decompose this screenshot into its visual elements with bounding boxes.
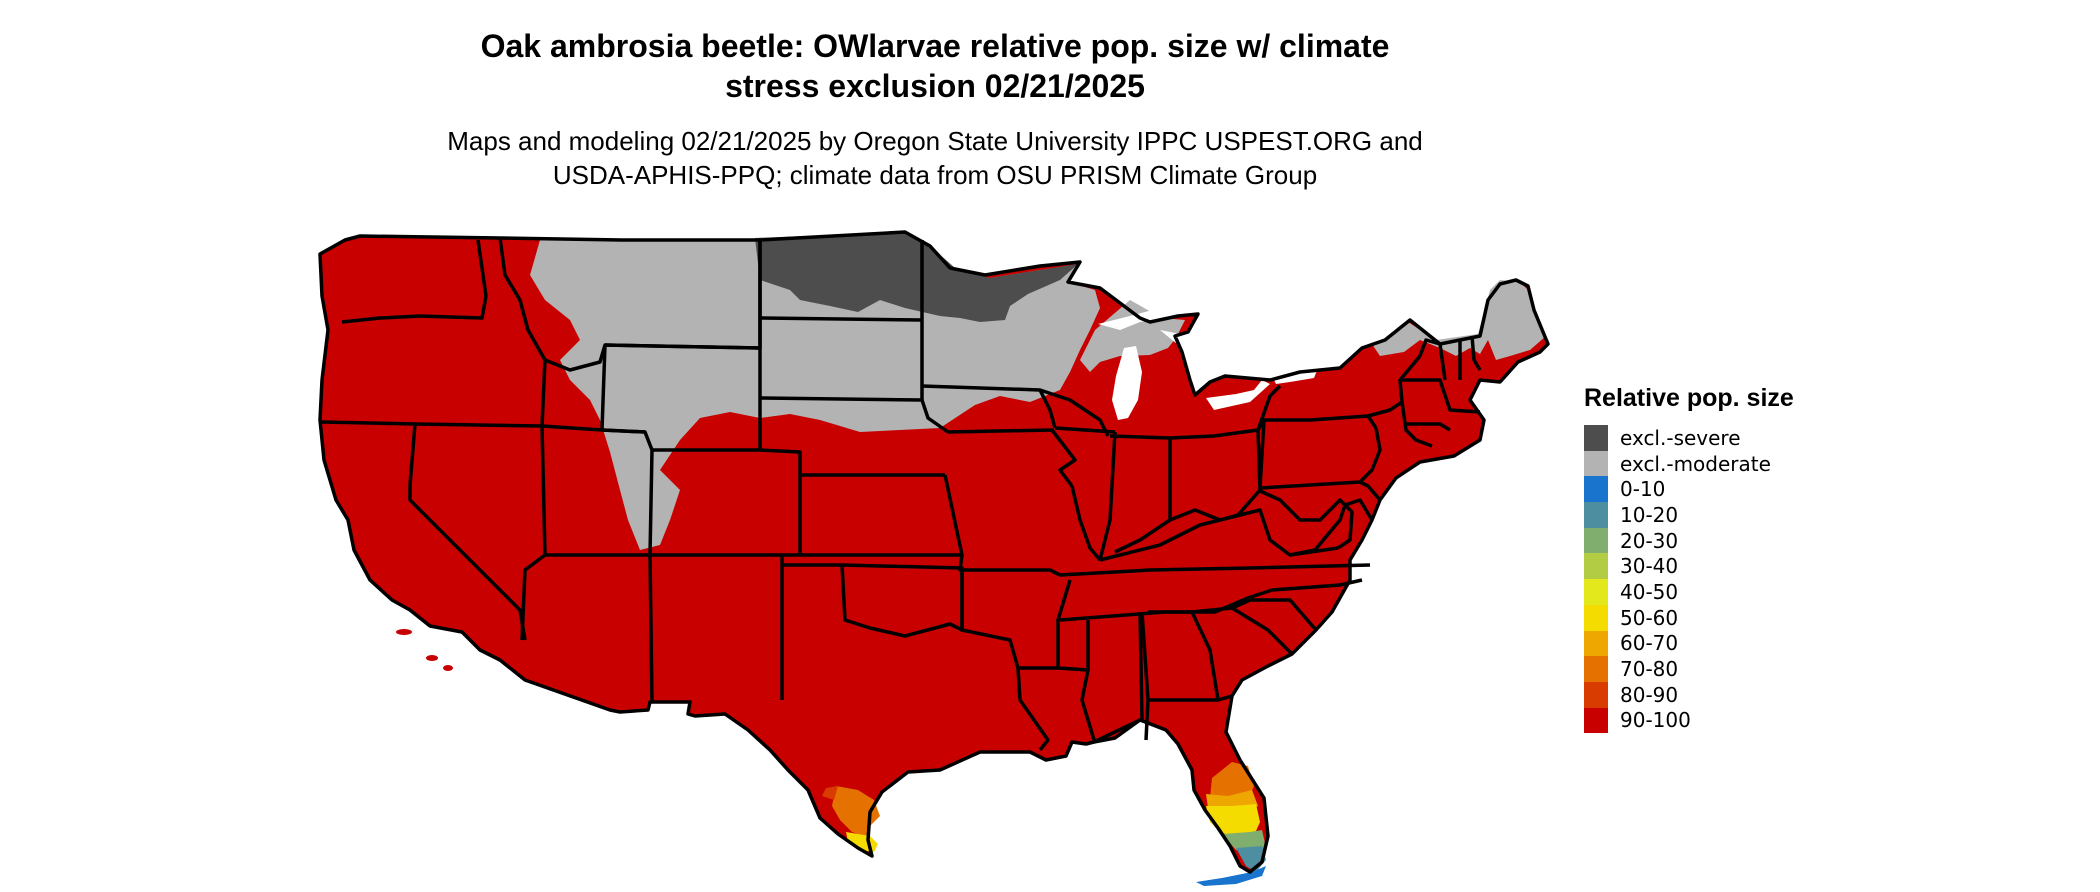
chart-subtitle-line-1: Maps and modeling 02/21/2025 by Oregon S…	[447, 126, 1423, 156]
legend-swatch	[1584, 527, 1608, 554]
chart-title-line-1: Oak ambrosia beetle: OWlarvae relative p…	[480, 28, 1390, 64]
legend-swatch	[1584, 579, 1608, 605]
legend-label: 30-40	[1620, 554, 1679, 579]
legend-items: excl.-severe excl.-moderate 0-10 10-20 20-30…	[1584, 425, 1794, 734]
legend-item: excl.-severe	[1584, 425, 1794, 451]
legend-swatch	[1584, 681, 1608, 708]
legend-swatch	[1584, 425, 1608, 451]
coastal-fragments	[396, 629, 453, 671]
us-outline	[318, 230, 1550, 874]
map-legend: Relative pop. size excl.-severe excl.-mod…	[1584, 384, 1794, 734]
legend-item: 70-80	[1584, 656, 1794, 682]
legend-label: excl.-severe	[1620, 425, 1741, 450]
legend-title: Relative pop. size	[1584, 384, 1794, 412]
chart-subtitle: Maps and modeling 02/21/2025 by Oregon S…	[0, 124, 1870, 192]
legend-swatch	[1584, 604, 1608, 631]
legend-item: 90-100	[1584, 707, 1794, 734]
chart-subtitle-line-2: USDA-APHIS-PPQ; climate data from OSU PR…	[552, 160, 1318, 190]
legend-swatch	[1584, 450, 1608, 477]
chart-title-line-2: stress exclusion 02/21/2025	[725, 68, 1145, 104]
legend-label: 50-60	[1620, 605, 1679, 630]
legend-item: 30-40	[1584, 553, 1794, 580]
chart-title: Oak ambrosia beetle: OWlarvae relative p…	[0, 26, 1870, 106]
legend-swatch	[1584, 707, 1608, 734]
legend-swatch	[1584, 630, 1608, 657]
legend-label: 80-90	[1620, 682, 1679, 707]
legend-label: excl.-moderate	[1620, 451, 1771, 476]
legend-item: 60-70	[1584, 630, 1794, 657]
legend-item: 10-20	[1584, 502, 1794, 528]
legend-item: 40-50	[1584, 579, 1794, 605]
legend-label: 0-10	[1620, 477, 1666, 502]
legend-swatch	[1584, 502, 1608, 528]
legend-swatch	[1584, 476, 1608, 503]
legend-label: 40-50	[1620, 579, 1679, 604]
legend-label: 20-30	[1620, 528, 1679, 553]
legend-swatch	[1584, 656, 1608, 682]
legend-label: 10-20	[1620, 502, 1679, 527]
legend-label: 70-80	[1620, 657, 1679, 682]
state-borders	[318, 230, 1550, 874]
legend-item: 20-30	[1584, 527, 1794, 554]
legend-item: 80-90	[1584, 681, 1794, 708]
excl-severe-region	[755, 232, 1078, 322]
legend-item: 0-10	[1584, 476, 1794, 503]
legend-swatch	[1584, 553, 1608, 580]
legend-label: 90-100	[1620, 708, 1691, 733]
legend-label: 60-70	[1620, 631, 1679, 656]
legend-item: excl.-moderate	[1584, 450, 1794, 477]
legend-item: 50-60	[1584, 604, 1794, 631]
